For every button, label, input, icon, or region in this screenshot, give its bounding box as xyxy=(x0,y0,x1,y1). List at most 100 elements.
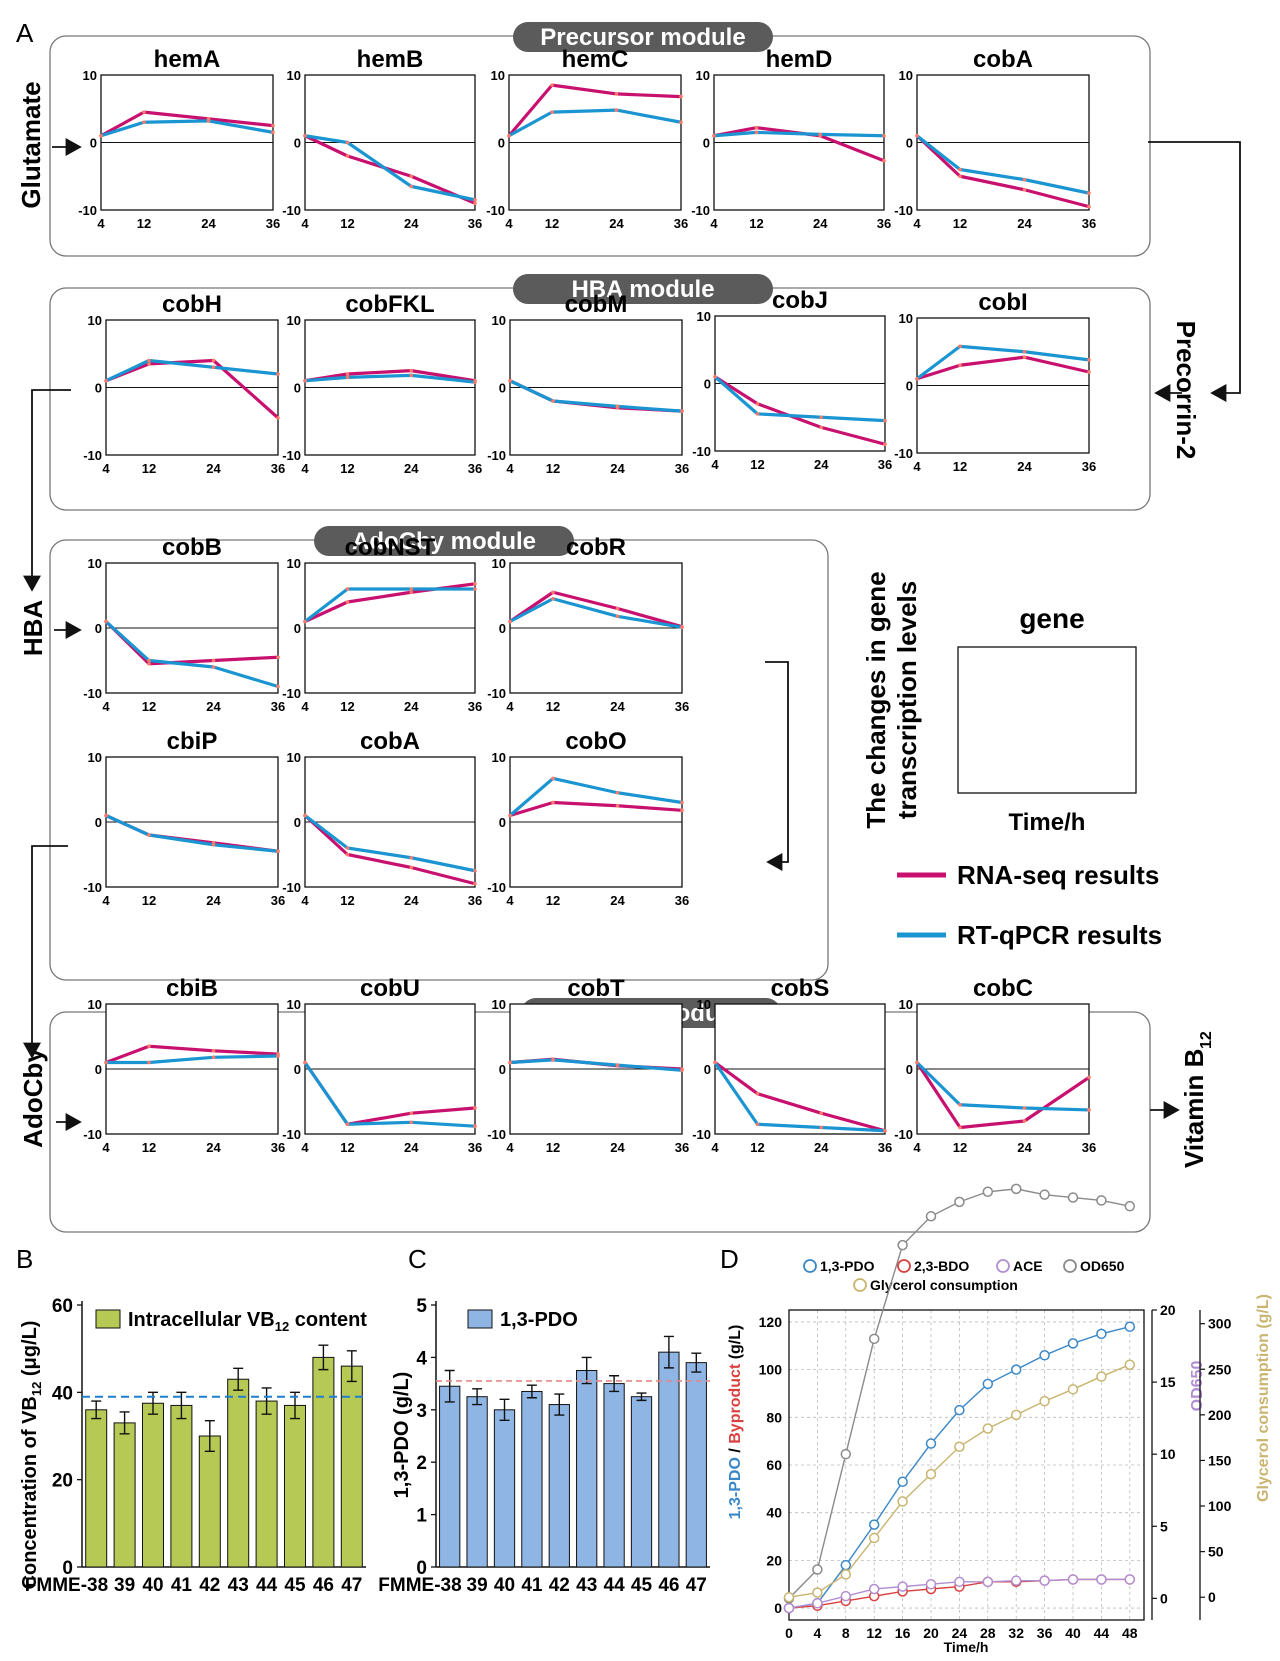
rna-seq-line-point xyxy=(615,803,620,808)
rna-seq-line-point xyxy=(958,174,962,179)
rt-qpcr-line-point xyxy=(679,120,683,125)
panel-letter-d: D xyxy=(720,1244,739,1274)
panel-d-series-point xyxy=(982,1186,994,1198)
y-tick-label: 10 xyxy=(899,68,913,83)
y-tick-label: -10 xyxy=(83,448,102,463)
x-tick-label: 24 xyxy=(813,216,828,231)
x-tick-label: 24 xyxy=(1017,1140,1032,1155)
rt-qpcr-line xyxy=(508,776,683,817)
rna-seq-line-point xyxy=(142,110,146,114)
rt-qpcr-line-point xyxy=(915,376,919,381)
y-tick-label: 0 xyxy=(95,1062,102,1077)
x-tick-label: 4 xyxy=(506,1140,514,1155)
rt-qpcr-line-point xyxy=(345,375,350,380)
y-tick-label: 10 xyxy=(83,68,97,83)
rt-qpcr-line xyxy=(508,108,682,138)
panel-b-category-label: 43 xyxy=(228,1575,249,1596)
rt-qpcr-line-point xyxy=(713,1060,717,1065)
legend-rna-label: RNA-seq results xyxy=(957,860,1159,890)
panel-a-legend: The changes in gene transcription levels… xyxy=(861,571,1162,950)
rna-seq-line-point xyxy=(755,401,760,406)
rt-qpcr-line xyxy=(713,1061,886,1133)
rna-seq-line-point xyxy=(550,83,554,87)
panel-d-od-tick-label: 10 xyxy=(1160,1446,1176,1462)
y-tick-label: -10 xyxy=(78,203,97,218)
glutamate-label: Glutamate xyxy=(16,81,46,208)
panel-b-bar xyxy=(227,1378,250,1568)
adocby-connector xyxy=(23,845,68,1059)
y-tick-label: -10 xyxy=(487,880,506,895)
gene-title: cobH xyxy=(162,291,222,318)
rt-qpcr-line-point xyxy=(550,110,554,114)
panel-d-series-point xyxy=(925,1578,937,1590)
gene-title: cobR xyxy=(566,534,626,561)
hba-label: HBA xyxy=(18,600,48,657)
rt-qpcr-line-point xyxy=(473,868,477,873)
rt-qpcr-line-point xyxy=(712,133,716,138)
panel-d-x-tick: 20 xyxy=(923,1625,939,1641)
gene-title: cobS xyxy=(771,975,830,1002)
rna-seq-line-point xyxy=(345,600,350,604)
rt-qpcr-line-point xyxy=(1022,1106,1027,1110)
panel-b-y-tick-label: 60 xyxy=(52,1296,73,1317)
rt-qpcr-line-point xyxy=(211,842,216,847)
panel-d-glycerol-tick-label: 100 xyxy=(1208,1498,1232,1514)
gene-title: cobT xyxy=(567,975,625,1002)
rna-seq-line-point xyxy=(958,363,962,368)
rt-qpcr-line xyxy=(104,620,279,689)
panel-d-series-point xyxy=(868,1583,880,1595)
panel-d-series-point xyxy=(868,1519,880,1530)
panel-b-y-tick-label: 0 xyxy=(62,1558,73,1579)
y-tick-label: 10 xyxy=(697,309,711,324)
rna-seq-line-point xyxy=(551,800,555,805)
panel-c-ylabel: 1,3-PDO (g/L) xyxy=(391,1372,413,1499)
gene-chart-hemc: hemC 10 0 -104 12 24 36 xyxy=(486,46,688,231)
panel-b-error-bar xyxy=(346,1350,357,1383)
gene-chart-cobnst: cobNST 10 0 -104 12 24 36 xyxy=(282,534,482,714)
panel-d-left-tick: 100 xyxy=(759,1362,783,1378)
panel-c-legend: 1,3-PDO xyxy=(500,1309,578,1331)
x-tick-label: 36 xyxy=(468,699,482,714)
panel-d-od-tick-label: 20 xyxy=(1160,1302,1176,1318)
panel-b-legend-tail: content xyxy=(289,1309,367,1331)
rna-seq-line-point xyxy=(271,123,275,128)
panel-d-x-tick: 0 xyxy=(785,1625,793,1641)
x-tick-label: 36 xyxy=(1082,216,1096,231)
hba-connector xyxy=(23,389,71,592)
rna-seq-line-point xyxy=(958,1125,962,1130)
x-tick-label: 36 xyxy=(271,461,285,476)
gene-chart-cobt: cobT 10 0 -104 12 24 36 xyxy=(487,975,689,1155)
panel-d-x-tick: 12 xyxy=(866,1625,882,1641)
panel-d-legend-marker xyxy=(897,1259,911,1273)
x-tick-label: 36 xyxy=(878,1140,892,1155)
y-tick-label: -10 xyxy=(83,686,102,701)
x-tick-label: 12 xyxy=(953,459,967,474)
x-tick-label: 4 xyxy=(913,1140,921,1155)
x-tick-label: 12 xyxy=(750,457,764,472)
rna-seq-line-point xyxy=(473,881,477,886)
rt-qpcr-line-point xyxy=(147,1060,151,1065)
y-tick-label: -10 xyxy=(282,448,301,463)
rna-seq-line-point xyxy=(473,201,477,206)
precursor-module-label: Precursor module xyxy=(540,24,745,51)
panel-d-glycerol-tick-label: 200 xyxy=(1208,1407,1232,1423)
panel-b-category-label: 42 xyxy=(199,1575,220,1596)
x-tick-label: 12 xyxy=(953,216,967,231)
panel-d-glycerol-tick-label: 50 xyxy=(1208,1544,1224,1560)
rna-seq-line-point xyxy=(1087,1075,1091,1080)
x-tick-label: 24 xyxy=(404,893,419,908)
y-tick-label: 10 xyxy=(492,997,506,1012)
panel-d-xlabel: Time/h xyxy=(944,1639,989,1655)
panel-d-series-point xyxy=(868,1333,880,1345)
x-tick-label: 4 xyxy=(506,893,514,908)
gene-title: cbiB xyxy=(166,975,218,1002)
x-tick-label: 4 xyxy=(506,699,514,714)
rna-seq-line xyxy=(714,1061,886,1133)
x-tick-label: 36 xyxy=(266,216,280,231)
rna-seq-line-point xyxy=(409,590,414,595)
rt-qpcr-line-point xyxy=(958,344,962,349)
x-tick-label: 4 xyxy=(913,216,921,231)
rt-qpcr-line-point xyxy=(271,130,275,135)
rt-qpcr-line-point xyxy=(818,132,823,137)
